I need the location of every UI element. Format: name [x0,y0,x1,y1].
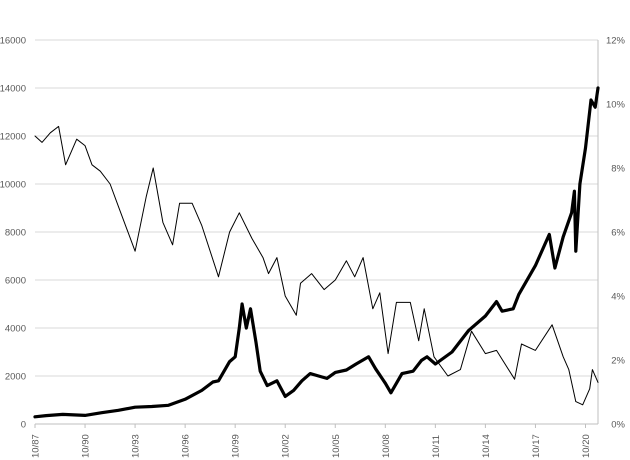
x-tick-label: 10/99 [231,434,242,458]
right-tick-label: 0% [611,420,625,431]
x-tick-label: 10/87 [31,434,42,458]
x-tick-label: 10/14 [481,434,492,458]
right-tick-label: 10% [606,100,626,111]
left-axis-tick-labels: 0 2000 4000 6000 8000 10000 12000 14000 16000 [0,36,26,431]
left-tick-label: 4000 [5,324,26,335]
right-tick-label: 8% [611,164,625,175]
x-tick-label: 10/08 [381,434,392,458]
series-line-left-axis [33,86,600,419]
left-tick-label: 2000 [5,372,26,383]
x-tick-label: 10/93 [131,434,142,458]
x-tick-label: 10/02 [281,434,292,458]
right-tick-label: 4% [611,292,625,303]
left-tick-label: 12000 [0,132,26,143]
x-tick-label: 10/90 [81,434,92,458]
x-tick-label: 10/11 [431,435,442,458]
left-tick-label: 16000 [0,36,26,47]
axes [34,40,599,428]
x-tick-label: 10/96 [181,434,192,458]
right-tick-label: 12% [606,36,626,47]
left-tick-label: 10000 [0,180,26,191]
right-tick-label: 6% [611,228,625,239]
x-tick-label: 10/17 [531,434,542,458]
left-tick-label: 0 [21,420,26,431]
x-tick-label: 10/05 [331,434,342,458]
series [33,86,600,419]
right-tick-label: 2% [611,356,625,367]
right-axis-tick-labels: 0% 2% 4% 6% 8% 10% 12% [606,36,626,431]
series-line-right-axis [34,125,599,406]
left-tick-label: 6000 [5,276,26,287]
x-tick-label: 10/20 [581,434,592,458]
x-axis-tick-labels: 10/87 10/90 10/93 10/96 10/99 10/02 10/05 10/08… [31,434,592,458]
left-tick-label: 14000 [0,84,26,95]
left-tick-label: 8000 [5,228,26,239]
